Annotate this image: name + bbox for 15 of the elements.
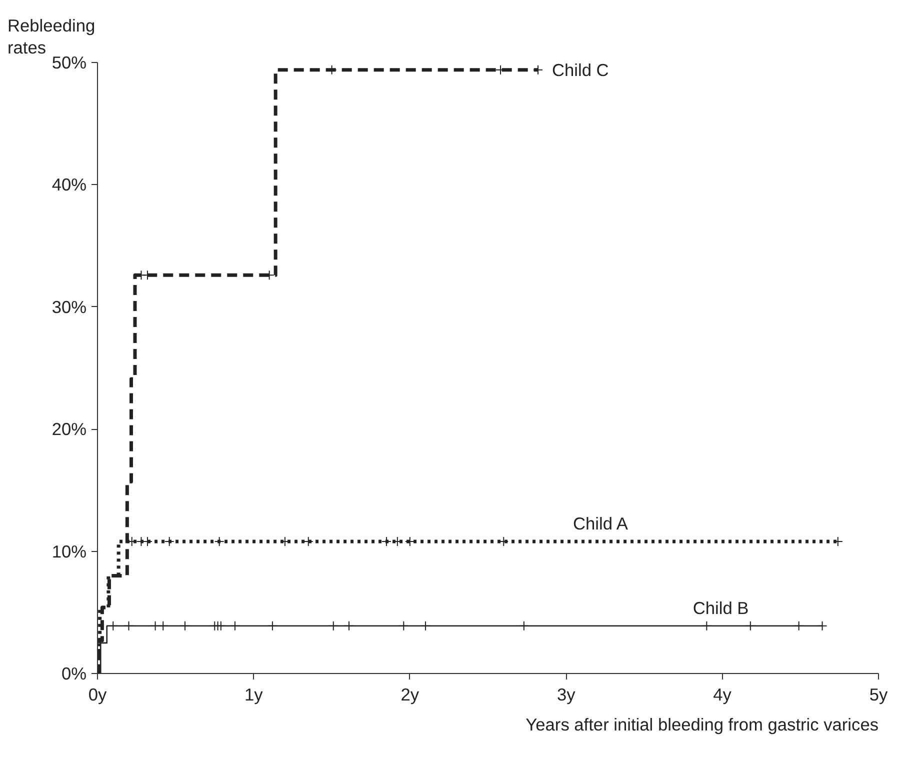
y-tick-label: 30% xyxy=(52,296,87,317)
x-tick-label: 4y xyxy=(713,684,732,704)
x-tick-label: 2y xyxy=(400,684,420,704)
x-tick-label: 0y xyxy=(88,684,107,704)
x-axis-title: Years after initial bleeding from gastric varices xyxy=(526,714,879,734)
x-tick-label: 3y xyxy=(556,684,576,704)
y-tick-label: 0% xyxy=(61,664,86,684)
y-tick-label: 10% xyxy=(52,541,87,562)
y-tick-label: 40% xyxy=(52,174,87,195)
series-label: Child B xyxy=(692,598,749,618)
series-label: Child C xyxy=(552,60,609,80)
x-tick-label: 5y xyxy=(869,684,888,704)
y-tick-label: 20% xyxy=(52,419,87,440)
series-label: Child A xyxy=(573,514,628,534)
x-tick-label: 1y xyxy=(244,684,264,704)
